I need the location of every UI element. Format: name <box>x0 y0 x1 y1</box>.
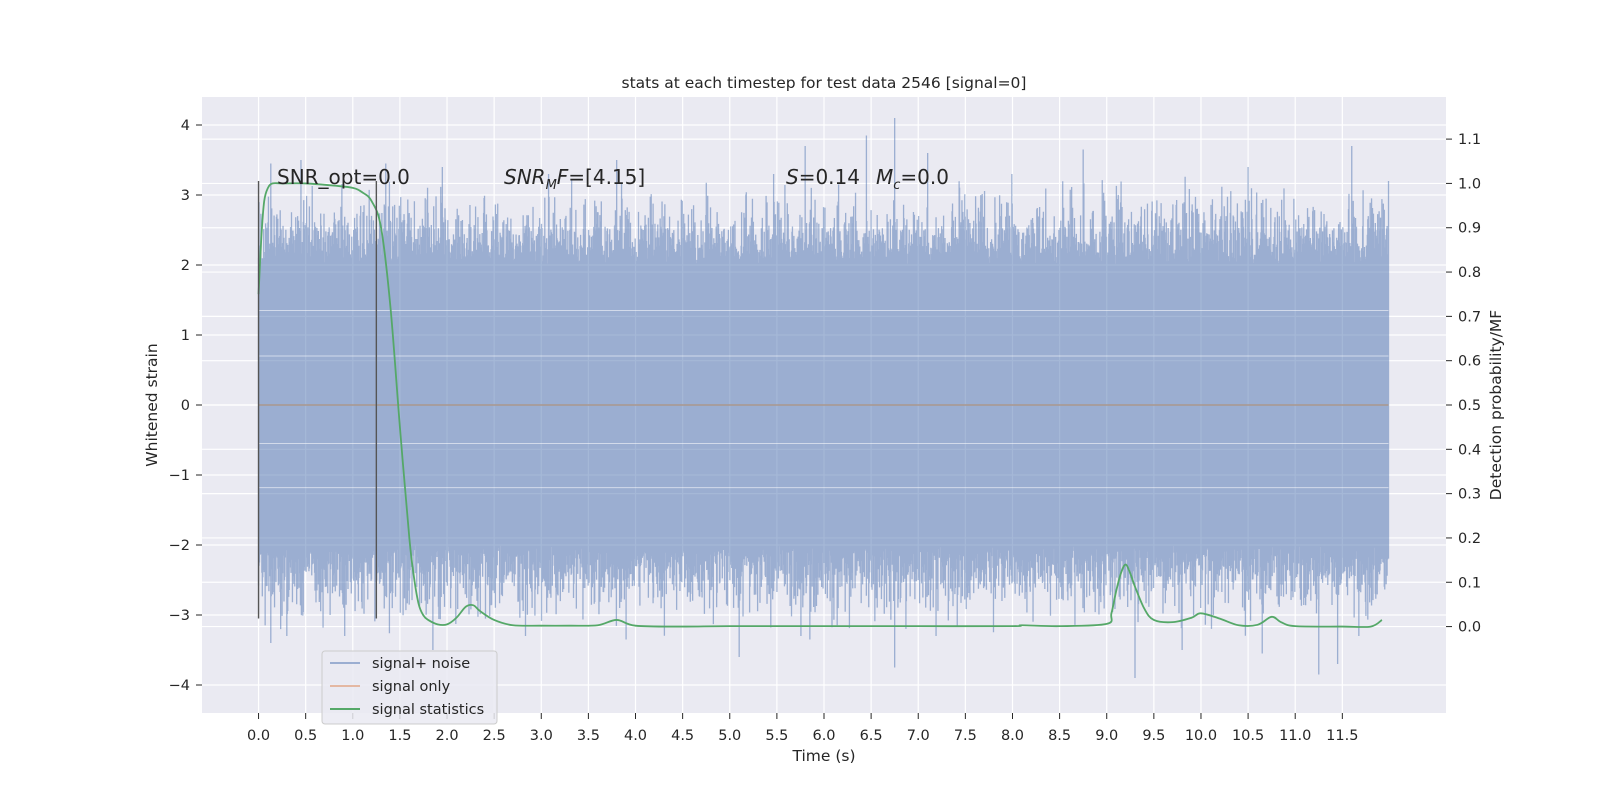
annotation-s-symbol: S <box>786 165 799 189</box>
y-axis-label: Whitened strain <box>143 343 161 466</box>
x-tick-label: 8.0 <box>1001 728 1024 744</box>
annotation-mc-sub: c <box>893 178 900 193</box>
legend-label-signal-noise: signal+ noise <box>372 656 470 672</box>
legend-label-signal-only: signal only <box>372 679 451 695</box>
x-tick-label: 2.0 <box>435 728 458 744</box>
annotation-snr-mf: SNRMF=[4.15] <box>504 165 645 193</box>
x-tick-label: 9.0 <box>1095 728 1118 744</box>
y-right-tick-label: 0.3 <box>1458 487 1481 503</box>
x-tick-label: 11.0 <box>1279 728 1311 744</box>
vertical-markers <box>257 181 378 619</box>
series-signal-statistics <box>257 182 1383 628</box>
annotation-snr-mf-symbol: SNR <box>504 165 546 189</box>
y-right-tick-label: 1.1 <box>1458 132 1481 148</box>
annotation-snr-mf-sub: M <box>546 178 557 193</box>
x-tick-label: 10.5 <box>1232 728 1264 744</box>
legend-box <box>321 650 498 725</box>
y-axis-label-right: Detection probability/MF <box>1487 310 1505 501</box>
annotation-mc-value: =0.0 <box>900 165 949 189</box>
x-tick-label: 5.0 <box>718 728 741 744</box>
y-right-tick-label: 0.2 <box>1458 531 1481 547</box>
x-tick-label: 10.0 <box>1185 728 1217 744</box>
y-tick-label: 0 <box>181 398 190 414</box>
x-tick-label: 2.5 <box>483 728 506 744</box>
series-lines <box>257 182 1389 628</box>
x-tick-label: 0.0 <box>247 728 270 744</box>
chart-title: stats at each timestep for test data 254… <box>622 74 1027 92</box>
x-axis-label: Time (s) <box>791 747 855 765</box>
y-right-tick-label: 0.8 <box>1458 265 1481 281</box>
annotation-snr-mf-f: F <box>557 165 569 189</box>
y-tick-label: −4 <box>169 678 190 694</box>
annotation-mc-symbol: M <box>876 165 893 189</box>
y-tick-label: 2 <box>181 258 190 274</box>
x-tick-label: 7.5 <box>954 728 977 744</box>
y-tick-label: −1 <box>169 468 190 484</box>
y-tick-label: −2 <box>169 538 190 554</box>
annotation-s-value: =0.14 <box>799 165 860 189</box>
annotation-snr-opt: SNR_opt=0.0 <box>277 165 410 189</box>
right-axis: 1.1 1.0 0.9 0.8 0.7 0.6 0.5 0.4 0.3 0.2 0.1 0.0 <box>1446 132 1481 636</box>
annotation-snr-mf-value: =[4.15] <box>568 165 645 189</box>
x-tick-label: 3.0 <box>530 728 553 744</box>
legend-label-signal-statistics: signal statistics <box>372 702 484 718</box>
y-tick-label: −3 <box>169 608 190 624</box>
y-right-tick-label: 0.6 <box>1458 354 1481 370</box>
x-tick-label: 0.5 <box>294 728 317 744</box>
y-right-tick-label: 1.0 <box>1458 176 1481 192</box>
y-right-tick-label: 0.4 <box>1458 442 1481 458</box>
x-tick-label: 7.0 <box>907 728 930 744</box>
x-tick-label: 3.5 <box>577 728 600 744</box>
y-tick-label: 4 <box>181 118 190 134</box>
left-axis: 4 3 2 1 0 −1 −2 −3 −4 <box>169 118 202 694</box>
x-tick-label: 9.5 <box>1142 728 1165 744</box>
y-tick-label: 3 <box>181 188 190 204</box>
x-tick-label: 1.0 <box>341 728 364 744</box>
y-tick-label: 1 <box>181 328 190 344</box>
y-right-tick-label: 0.9 <box>1458 221 1481 237</box>
x-tick-label: 8.5 <box>1048 728 1071 744</box>
annotation-s-mc: S=0.14 Mc=0.0 <box>786 165 949 193</box>
legend: signal+ noise signal only signal statist… <box>321 650 498 725</box>
x-tick-label: 5.5 <box>765 728 788 744</box>
x-tick-label: 1.5 <box>388 728 411 744</box>
y-right-tick-label: 0.0 <box>1458 620 1481 636</box>
x-tick-label: 4.0 <box>624 728 647 744</box>
x-axis: 0.0 0.5 1.0 1.5 2.0 2.5 3.0 3.5 4.0 4.5 5.0 5.5 6.0 6… <box>247 713 1358 744</box>
y-right-tick-label: 0.1 <box>1458 575 1481 591</box>
x-tick-label: 6.5 <box>860 728 883 744</box>
x-tick-label: 4.5 <box>671 728 694 744</box>
x-tick-label: 6.0 <box>812 728 835 744</box>
y-right-tick-label: 0.5 <box>1458 398 1481 414</box>
y-right-tick-label: 0.7 <box>1458 309 1481 325</box>
x-tick-label: 11.5 <box>1326 728 1358 744</box>
